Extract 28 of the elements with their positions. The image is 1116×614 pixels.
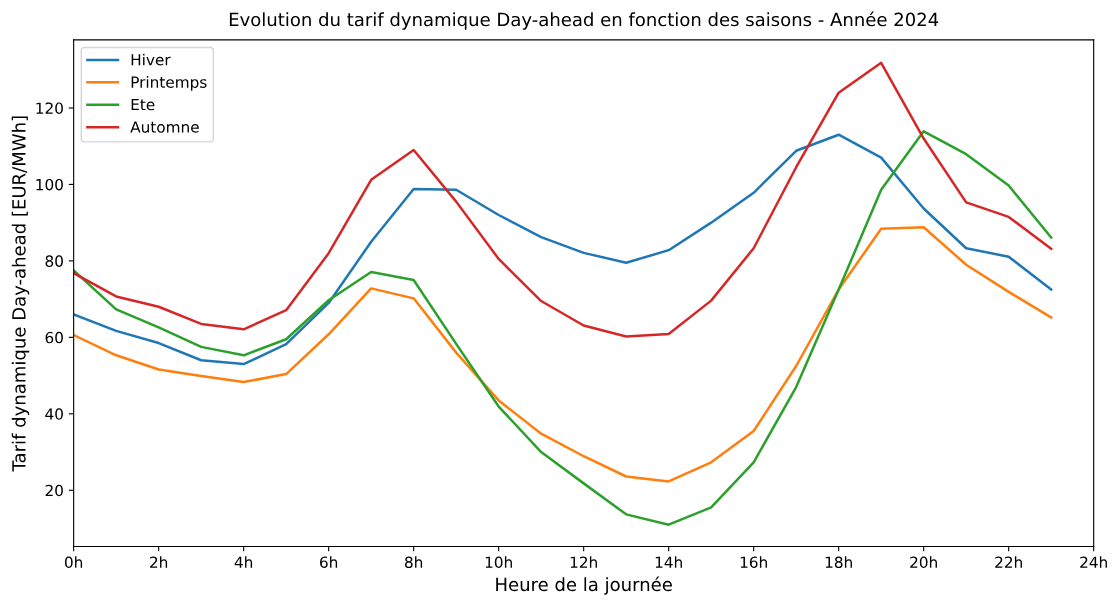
x-tick-label: 12h	[570, 556, 597, 568]
x-tick-label: 24h	[1080, 556, 1107, 568]
y-axis-title: Tarif dynamique Day-ahead [EUR/MWh]	[11, 116, 30, 472]
legend-label: Hiver	[131, 53, 171, 66]
x-tick-label: 2h	[150, 556, 168, 568]
x-tick-label: 6h	[320, 556, 338, 569]
x-tick-label: 4h	[234, 556, 253, 568]
y-tick-label: 120	[36, 102, 63, 114]
y-tick-label: 80	[45, 255, 63, 267]
x-tick-label: 0h	[64, 556, 83, 569]
x-tick-label: 18h	[825, 556, 852, 569]
y-tick-label: 20	[45, 484, 63, 497]
line-series	[73, 225, 1053, 483]
y-tick-label: 60	[45, 331, 63, 344]
x-tick-label: 16h	[740, 556, 767, 569]
x-axis-title: Heure de la journée	[496, 576, 672, 595]
x-tick-label: 8h	[405, 556, 423, 569]
legend-label: Ete	[131, 98, 155, 111]
x-tick-label: 22h	[995, 556, 1022, 568]
x-tick-label: 20h	[910, 556, 937, 569]
legend-label: Automne	[130, 121, 199, 133]
y-tick-label: 40	[45, 408, 63, 420]
x-tick-label: 14h	[655, 556, 682, 568]
y-tick-label: 100	[36, 178, 63, 191]
legend-label: Printemps	[131, 76, 207, 91]
chart-title: Evolution du tarif dynamique Day-ahead en fonction des saisons - Année 2024	[229, 11, 939, 30]
x-tick-label: 10h	[485, 556, 512, 569]
line-series	[73, 133, 1053, 366]
